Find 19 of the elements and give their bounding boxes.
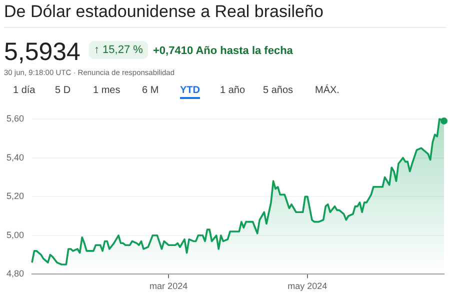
text: 5,5934 <box>4 38 80 67</box>
text: 1 año <box>220 85 246 96</box>
text: YTD <box>180 85 200 99</box>
y-tick-label: 5,60 <box>6 113 24 124</box>
y-tick-label: 5,40 <box>6 152 24 162</box>
text: 1 mes <box>93 85 120 96</box>
y-tick-label: 5,20 <box>6 191 24 202</box>
text: MÁX. <box>315 85 340 96</box>
chart-title: De Dólar estadounidense a Real brasileño <box>4 2 324 22</box>
y-tick-label: 4,80 <box>6 268 24 279</box>
text: ↑ 15,27 % <box>89 41 148 59</box>
x-tick-label: mar 2024 <box>150 281 188 292</box>
x-tick-label: may 2024 <box>288 281 328 292</box>
text: +0,7410 Año hasta la fecha <box>153 45 293 57</box>
text: 6 M <box>142 85 159 96</box>
text: 5 años <box>263 85 294 96</box>
text: 5 D <box>55 85 71 96</box>
y-tick-label: 5,00 <box>6 230 24 240</box>
text: 1 día <box>13 85 36 96</box>
